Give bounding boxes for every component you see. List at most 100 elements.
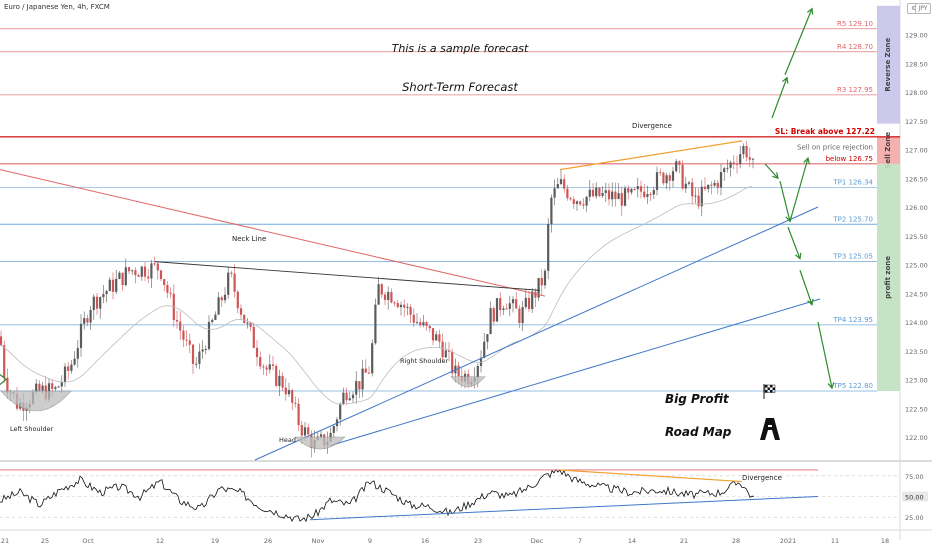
candle-body	[371, 343, 374, 374]
y-tick-13: 128.50	[905, 60, 928, 68]
y-tick-6: 125.00	[905, 262, 928, 270]
candle-body	[659, 172, 662, 174]
x-tick-7: 9	[368, 537, 372, 545]
candle-body	[611, 191, 614, 200]
candle-body	[393, 302, 396, 304]
candle-body	[441, 341, 444, 358]
candle-body	[630, 189, 633, 193]
candle-body	[588, 189, 591, 197]
candle-body	[262, 366, 265, 368]
x-tick-12: 14	[628, 537, 636, 545]
candle-body	[249, 322, 252, 327]
rsi-divergence-line	[559, 469, 743, 483]
candle-body	[524, 297, 527, 308]
candle-body	[175, 319, 179, 322]
candle-body	[156, 263, 159, 271]
candle-body	[396, 303, 399, 308]
level-label-3: SL: Break above 127.22	[775, 127, 875, 136]
candle-body	[729, 162, 732, 168]
candle-body	[201, 349, 204, 352]
forecast-arrow-up-2-head	[782, 76, 789, 84]
forecast-arrow-up-2-shaft	[771, 77, 788, 119]
candle-body	[51, 383, 54, 389]
y-tick-9: 126.50	[905, 175, 928, 183]
road-icon	[760, 418, 780, 440]
candle-body	[204, 349, 207, 351]
candle-body	[150, 263, 153, 279]
candle-body	[227, 272, 230, 295]
candle-body	[716, 182, 719, 188]
sell-zone-band	[877, 136, 900, 164]
candle-body	[364, 368, 367, 373]
candle-body	[239, 308, 243, 315]
candle-body	[476, 365, 479, 378]
candle-body	[604, 190, 607, 193]
candle-body	[83, 318, 86, 324]
candle-body	[649, 194, 652, 196]
candle-body	[409, 306, 412, 315]
neck-line	[154, 261, 541, 291]
x-tick-15: 2021	[780, 537, 797, 545]
rsi-tick-0: 25.00	[905, 514, 924, 522]
candle-body	[403, 304, 406, 308]
currency-badge[interactable]: JPY	[915, 3, 931, 14]
candle-body	[259, 357, 262, 367]
flag-cell	[770, 390, 773, 393]
candle-body	[665, 175, 668, 184]
candle-body	[707, 184, 710, 190]
neck-line-label: Neck Line	[232, 235, 266, 243]
x-tick-13: 21	[680, 537, 688, 545]
candle-body	[271, 364, 275, 366]
candle-body	[553, 188, 556, 198]
candle-body	[223, 294, 227, 301]
candle-body	[217, 297, 220, 315]
candle-body	[355, 381, 358, 395]
resistance-trend-line	[0, 169, 546, 297]
candle-body	[159, 270, 163, 280]
candle-body	[566, 188, 569, 199]
candle-body	[339, 404, 342, 420]
candle-body	[57, 386, 60, 388]
candle-body	[92, 296, 95, 310]
candle-body	[505, 308, 508, 310]
candle-body	[60, 382, 63, 387]
candle-body	[377, 284, 380, 305]
candle-body	[35, 383, 38, 393]
candle-body	[358, 381, 361, 390]
candle-body	[726, 167, 729, 169]
candle-body	[518, 308, 521, 324]
candle-body	[111, 279, 115, 292]
candle-body	[121, 272, 124, 286]
big-profit-label: Big Profit	[665, 392, 730, 406]
candle-body	[348, 398, 351, 401]
x-tick-6: Nov	[312, 537, 325, 545]
candle-body	[636, 186, 639, 190]
candle-body	[585, 196, 588, 206]
price-divergence-label: Divergence	[632, 122, 672, 130]
candle-body	[95, 296, 99, 309]
candle-body	[345, 392, 348, 401]
candle-body	[582, 204, 585, 206]
candle-body	[188, 340, 191, 345]
candle-body	[495, 298, 499, 322]
candle-body	[124, 267, 127, 286]
candle-body	[115, 278, 118, 292]
candle-body	[639, 186, 643, 192]
candle-body	[182, 330, 185, 340]
candles	[0, 140, 755, 458]
candle-body	[383, 294, 387, 300]
support-trend-line-upper	[254, 206, 819, 461]
level-label-0: R5 129.10	[837, 20, 873, 28]
candle-body	[230, 272, 233, 274]
candle-body	[6, 377, 9, 393]
y-tick-12: 128.00	[905, 89, 928, 97]
right-shoulder-label: Right Shoulder	[400, 357, 448, 365]
candle-body	[447, 350, 451, 352]
head-shape	[294, 436, 346, 450]
sample-forecast-note: This is a sample forecast	[392, 42, 529, 55]
candle-body	[559, 179, 563, 185]
forecast-arrow-up-3-shaft	[784, 8, 813, 75]
candle-body	[89, 309, 92, 323]
candle-body	[556, 184, 559, 189]
x-tick-11: 7	[578, 537, 582, 545]
